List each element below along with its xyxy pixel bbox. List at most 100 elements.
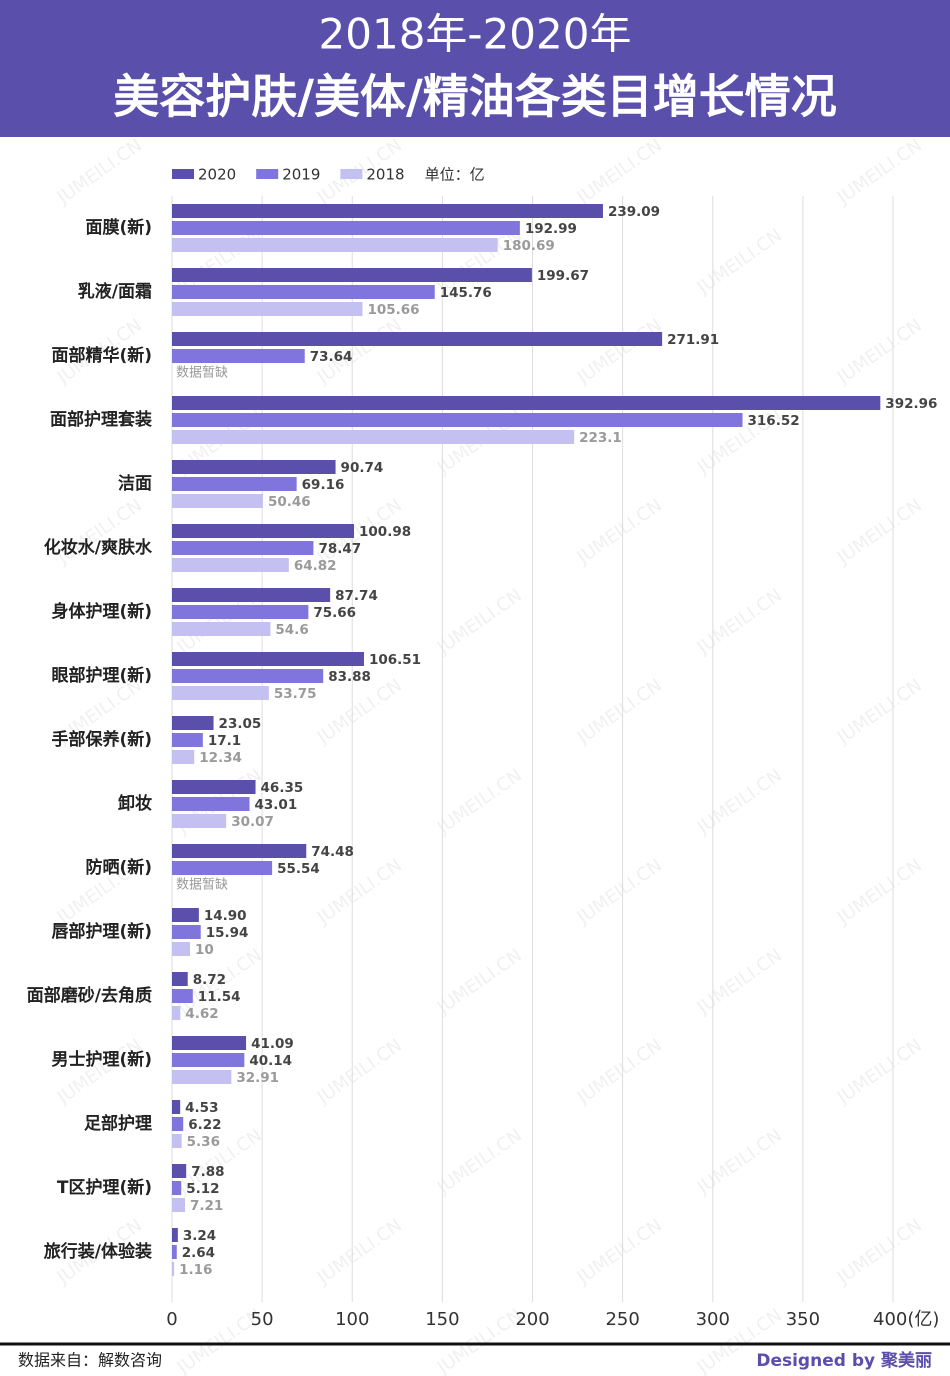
- watermark: JUMEILI.CN: [833, 1035, 926, 1109]
- value-label: 41.09: [251, 1036, 294, 1052]
- bar: [172, 652, 364, 666]
- value-label: 15.94: [206, 925, 249, 941]
- watermark: JUMEILI.CN: [693, 765, 786, 839]
- watermark: JUMEILI.CN: [433, 945, 526, 1019]
- watermark: JUMEILI.CN: [313, 1215, 406, 1289]
- watermark: JUMEILI.CN: [693, 945, 786, 1019]
- value-label: 46.35: [261, 780, 304, 796]
- bar: [172, 1245, 177, 1259]
- value-label: 145.76: [440, 285, 492, 301]
- value-label: 316.52: [748, 413, 800, 429]
- bar: [172, 861, 273, 875]
- value-label: 5.36: [187, 1134, 220, 1150]
- watermark: JUMEILI.CN: [573, 1215, 666, 1289]
- bar: [172, 494, 263, 508]
- value-label: 223.1: [579, 430, 622, 446]
- missing-label: 数据暂缺: [176, 878, 228, 893]
- bar: [172, 1036, 247, 1050]
- bar: [172, 541, 314, 555]
- x-tick-label: 50: [251, 1309, 274, 1330]
- bar: [172, 925, 201, 939]
- missing-label: 数据暂缺: [176, 366, 228, 381]
- bar: [172, 844, 307, 858]
- legend-label: 2019: [282, 166, 320, 184]
- value-label: 83.88: [328, 669, 371, 685]
- chart-subtitle: 美容护肤/美体/精油各类目增长情况: [113, 70, 837, 124]
- watermark: JUMEILI.CN: [573, 315, 666, 389]
- category-label: 足部护理: [84, 1113, 152, 1134]
- bar: [172, 1198, 185, 1212]
- bar: [172, 605, 309, 619]
- watermark: JUMEILI.CN: [833, 495, 926, 569]
- bar: [172, 780, 256, 794]
- bar: [172, 285, 435, 299]
- watermark: JUMEILI.CN: [833, 675, 926, 749]
- value-label: 192.99: [525, 221, 577, 237]
- value-label: 90.74: [341, 460, 384, 476]
- value-label: 55.54: [277, 861, 320, 877]
- value-label: 4.53: [185, 1100, 218, 1116]
- legend-swatch: [256, 169, 279, 179]
- value-label: 239.09: [608, 204, 660, 220]
- category-label: 化妆水/爽肤水: [44, 537, 153, 558]
- bar: [172, 669, 324, 683]
- source: 数据来自：解数咨询: [18, 1351, 162, 1370]
- value-label: 7.21: [190, 1198, 223, 1214]
- value-label: 74.48: [311, 844, 354, 860]
- value-label: 199.67: [537, 268, 589, 284]
- watermark: JUMEILI.CN: [833, 135, 926, 209]
- category-label: 身体护理(新): [51, 601, 152, 622]
- bar: [172, 204, 603, 218]
- watermark: JUMEILI.CN: [833, 315, 926, 389]
- category-label: 男士护理(新): [51, 1049, 152, 1070]
- value-label: 17.1: [208, 733, 241, 749]
- value-label: 23.05: [219, 716, 262, 732]
- value-label: 2.64: [182, 1245, 215, 1261]
- category-label: 面部护理套装: [50, 409, 152, 430]
- watermark: JUMEILI.CN: [433, 765, 526, 839]
- value-label: 180.69: [503, 238, 555, 254]
- watermark: JUMEILI.CN: [433, 585, 526, 659]
- category-label: 洁面: [118, 473, 152, 494]
- value-label: 100.98: [359, 524, 411, 540]
- value-label: 392.96: [885, 396, 937, 412]
- bar: [172, 908, 199, 922]
- category-label: T区护理(新): [57, 1177, 152, 1198]
- watermark: JUMEILI.CN: [573, 1035, 666, 1109]
- category-label: 面部精华(新): [51, 345, 152, 366]
- bar: [172, 622, 271, 636]
- watermark: JUMEILI.CN: [573, 675, 666, 749]
- watermark: JUMEILI.CN: [693, 585, 786, 659]
- bar: [172, 558, 289, 572]
- bar: [172, 1070, 232, 1084]
- value-label: 6.22: [188, 1117, 221, 1133]
- legend-swatch: [340, 169, 363, 179]
- legend-label: 2020: [198, 166, 236, 184]
- bar: [172, 396, 881, 410]
- x-tick-label: 150: [425, 1309, 459, 1330]
- value-label: 271.91: [667, 332, 719, 348]
- bar: [172, 238, 498, 252]
- x-tick-label: 300: [696, 1309, 730, 1330]
- value-label: 11.54: [198, 989, 241, 1005]
- bar: [172, 1117, 184, 1131]
- value-label: 54.6: [275, 622, 308, 638]
- value-label: 50.46: [268, 494, 311, 510]
- bar: [172, 477, 297, 491]
- bar: [172, 750, 195, 764]
- bar: [172, 460, 336, 474]
- category-label: 卸妆: [118, 793, 152, 814]
- bar: [172, 588, 331, 602]
- watermark: JUMEILI.CN: [693, 225, 786, 299]
- x-tick-label: 100: [335, 1309, 369, 1330]
- value-label: 4.62: [185, 1006, 218, 1022]
- value-label: 43.01: [255, 797, 298, 813]
- bar: [172, 1134, 182, 1148]
- watermark: JUMEILI.CN: [433, 1125, 526, 1199]
- bar: [172, 989, 193, 1003]
- value-label: 40.14: [249, 1053, 292, 1069]
- value-label: 5.12: [186, 1181, 219, 1197]
- value-label: 75.66: [313, 605, 356, 621]
- bar: [172, 1053, 245, 1067]
